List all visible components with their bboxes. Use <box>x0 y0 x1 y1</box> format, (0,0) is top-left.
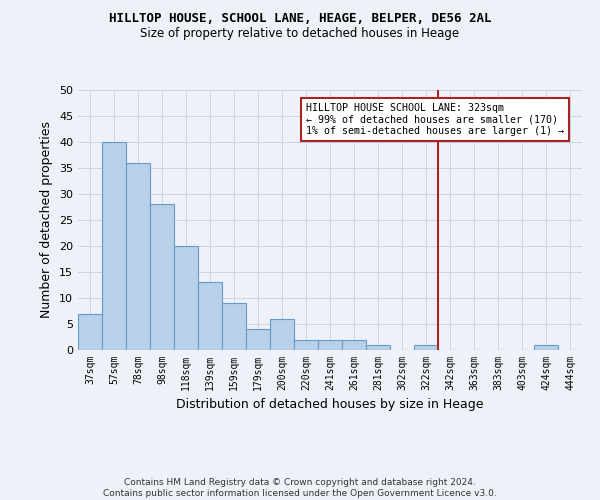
Bar <box>294 340 318 350</box>
Text: Size of property relative to detached houses in Heage: Size of property relative to detached ho… <box>140 28 460 40</box>
Text: HILLTOP HOUSE SCHOOL LANE: 323sqm
← 99% of detached houses are smaller (170)
1% : HILLTOP HOUSE SCHOOL LANE: 323sqm ← 99% … <box>306 103 564 136</box>
Bar <box>198 282 222 350</box>
Bar <box>318 340 342 350</box>
Bar <box>342 340 366 350</box>
Y-axis label: Number of detached properties: Number of detached properties <box>40 122 53 318</box>
X-axis label: Distribution of detached houses by size in Heage: Distribution of detached houses by size … <box>176 398 484 411</box>
Text: HILLTOP HOUSE, SCHOOL LANE, HEAGE, BELPER, DE56 2AL: HILLTOP HOUSE, SCHOOL LANE, HEAGE, BELPE… <box>109 12 491 26</box>
Bar <box>126 163 150 350</box>
Bar <box>150 204 174 350</box>
Bar <box>270 319 294 350</box>
Bar <box>222 303 246 350</box>
Text: Contains HM Land Registry data © Crown copyright and database right 2024.
Contai: Contains HM Land Registry data © Crown c… <box>103 478 497 498</box>
Bar <box>414 345 438 350</box>
Bar <box>366 345 390 350</box>
Bar <box>102 142 126 350</box>
Bar <box>78 314 102 350</box>
Bar <box>534 345 558 350</box>
Bar <box>174 246 198 350</box>
Bar <box>246 329 270 350</box>
